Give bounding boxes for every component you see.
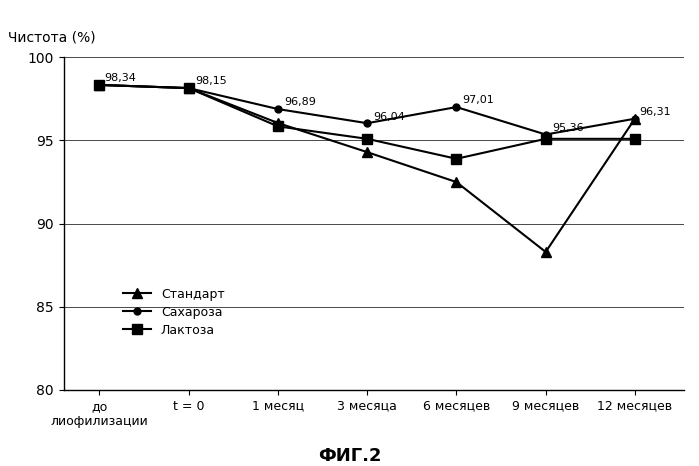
Text: Чистота (%): Чистота (%) bbox=[8, 30, 96, 44]
Legend: Стандарт, Сахароза, Лактоза: Стандарт, Сахароза, Лактоза bbox=[120, 284, 229, 341]
Text: 97,01: 97,01 bbox=[463, 96, 494, 105]
Text: 96,04: 96,04 bbox=[373, 111, 405, 122]
Text: 98,15: 98,15 bbox=[195, 76, 226, 87]
Text: 96,89: 96,89 bbox=[284, 97, 316, 107]
Text: 96,31: 96,31 bbox=[640, 107, 671, 117]
Text: ФИГ.2: ФИГ.2 bbox=[318, 447, 381, 466]
Text: 98,34: 98,34 bbox=[104, 73, 136, 83]
Text: 95,36: 95,36 bbox=[552, 123, 584, 133]
